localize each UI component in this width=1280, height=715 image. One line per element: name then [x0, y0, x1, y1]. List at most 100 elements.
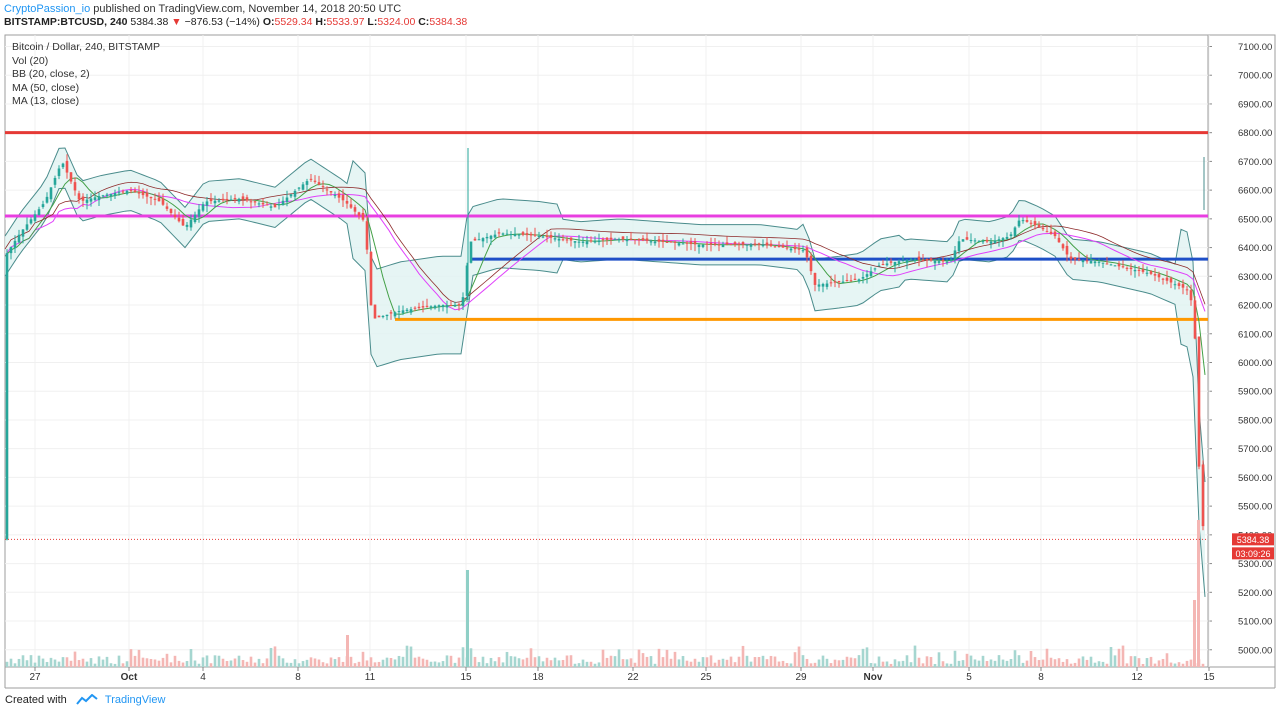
volume-bar [717, 659, 721, 667]
volume-bar [481, 656, 485, 667]
candle-body [329, 191, 333, 193]
candle-body [585, 241, 589, 245]
volume-bar [917, 657, 921, 667]
volume-bar [17, 658, 21, 667]
y-tick-label: 6700.00 [1238, 157, 1272, 168]
volume-bar [109, 663, 113, 667]
volume-bar [1013, 650, 1017, 667]
candle-body [477, 239, 481, 241]
legend-ma13: MA (13, close) [12, 95, 80, 107]
volume-bar [741, 645, 745, 667]
candle-body [505, 233, 509, 235]
volume-bar [285, 662, 289, 667]
volume-bar [409, 646, 413, 667]
volume-bar [449, 655, 453, 667]
candle-body [145, 192, 149, 197]
volume-bar [277, 655, 281, 667]
volume-bar [113, 663, 117, 667]
candle-body [725, 242, 729, 245]
volume-bar [817, 659, 821, 667]
candle-body [1093, 261, 1097, 264]
volume-spike [1197, 520, 1200, 667]
volume-bar [1077, 658, 1081, 667]
volume-bar [477, 662, 481, 667]
volume-bar [961, 660, 965, 667]
candle-body [165, 206, 169, 209]
candle-body [1101, 262, 1105, 264]
volume-bar [269, 647, 273, 667]
volume-bar [589, 661, 593, 667]
volume-bar [593, 663, 597, 667]
y-tick-label: 6000.00 [1238, 358, 1272, 369]
candle-body [485, 236, 489, 239]
volume-bar [349, 656, 353, 667]
candle-body [1037, 224, 1041, 228]
volume-bar [41, 658, 45, 667]
candle-body [241, 196, 245, 200]
volume-bar [1117, 648, 1121, 667]
candle-body [441, 305, 445, 308]
volume-bar [433, 661, 437, 667]
candle-body [593, 240, 597, 243]
y-tick-label: 6100.00 [1238, 329, 1272, 340]
volume-bar [705, 657, 709, 667]
candle-body [757, 243, 761, 245]
candle-body [893, 261, 897, 266]
volume-bar [233, 658, 237, 667]
volume-bar [289, 662, 293, 667]
volume-bar [921, 663, 925, 667]
candle-body [709, 242, 713, 245]
candle-body [937, 261, 941, 263]
candle-body [277, 204, 281, 206]
candle-body [1001, 238, 1005, 241]
volume-bar [125, 661, 129, 667]
y-tick-label: 5100.00 [1238, 617, 1272, 628]
tradingview-brand-link[interactable]: TradingView [104, 694, 166, 706]
candle-body [197, 209, 201, 217]
candle-body [541, 236, 545, 238]
candle-body [357, 212, 361, 216]
volume-bar [1089, 656, 1093, 667]
candle-body [353, 207, 357, 212]
candle-body [37, 209, 41, 216]
volume-bar [729, 656, 733, 667]
volume-bar [933, 663, 937, 667]
candle-body [553, 238, 557, 240]
x-tick-label: 22 [627, 672, 639, 683]
y-tick-label: 6800.00 [1238, 128, 1272, 139]
volume-bar [9, 658, 13, 667]
volume-bar [1029, 651, 1033, 667]
volume-bar [865, 647, 869, 667]
candle-body [1173, 284, 1177, 286]
candle-body [221, 198, 225, 201]
candle-body [1009, 234, 1013, 236]
candle-body [721, 244, 725, 248]
volume-bar [757, 657, 761, 667]
candle-body [933, 260, 937, 264]
volume-bar [49, 657, 53, 667]
volume-bar [1145, 658, 1149, 667]
candle-body [945, 261, 949, 263]
candle-body [1045, 231, 1049, 233]
volume-bar [245, 661, 249, 667]
candle-body [873, 268, 877, 270]
volume-bar [761, 655, 765, 667]
candle-body [577, 241, 581, 243]
volume-bar [229, 660, 233, 667]
author-link[interactable]: CryptoPassion_io [4, 3, 91, 15]
candle-body [77, 193, 81, 200]
candle-body [429, 306, 433, 308]
volume-bar [185, 661, 189, 667]
candle-body [105, 194, 109, 197]
volume-bar [937, 652, 941, 667]
candle-body [61, 163, 65, 168]
candle-body [113, 193, 117, 197]
volume-bar [325, 663, 329, 667]
candle-body [797, 248, 801, 250]
y-tick-label: 5200.00 [1238, 588, 1272, 599]
volume-bar [565, 655, 569, 667]
volume-bar [681, 656, 685, 667]
volume-bar [521, 659, 525, 667]
volume-bar [765, 659, 769, 667]
